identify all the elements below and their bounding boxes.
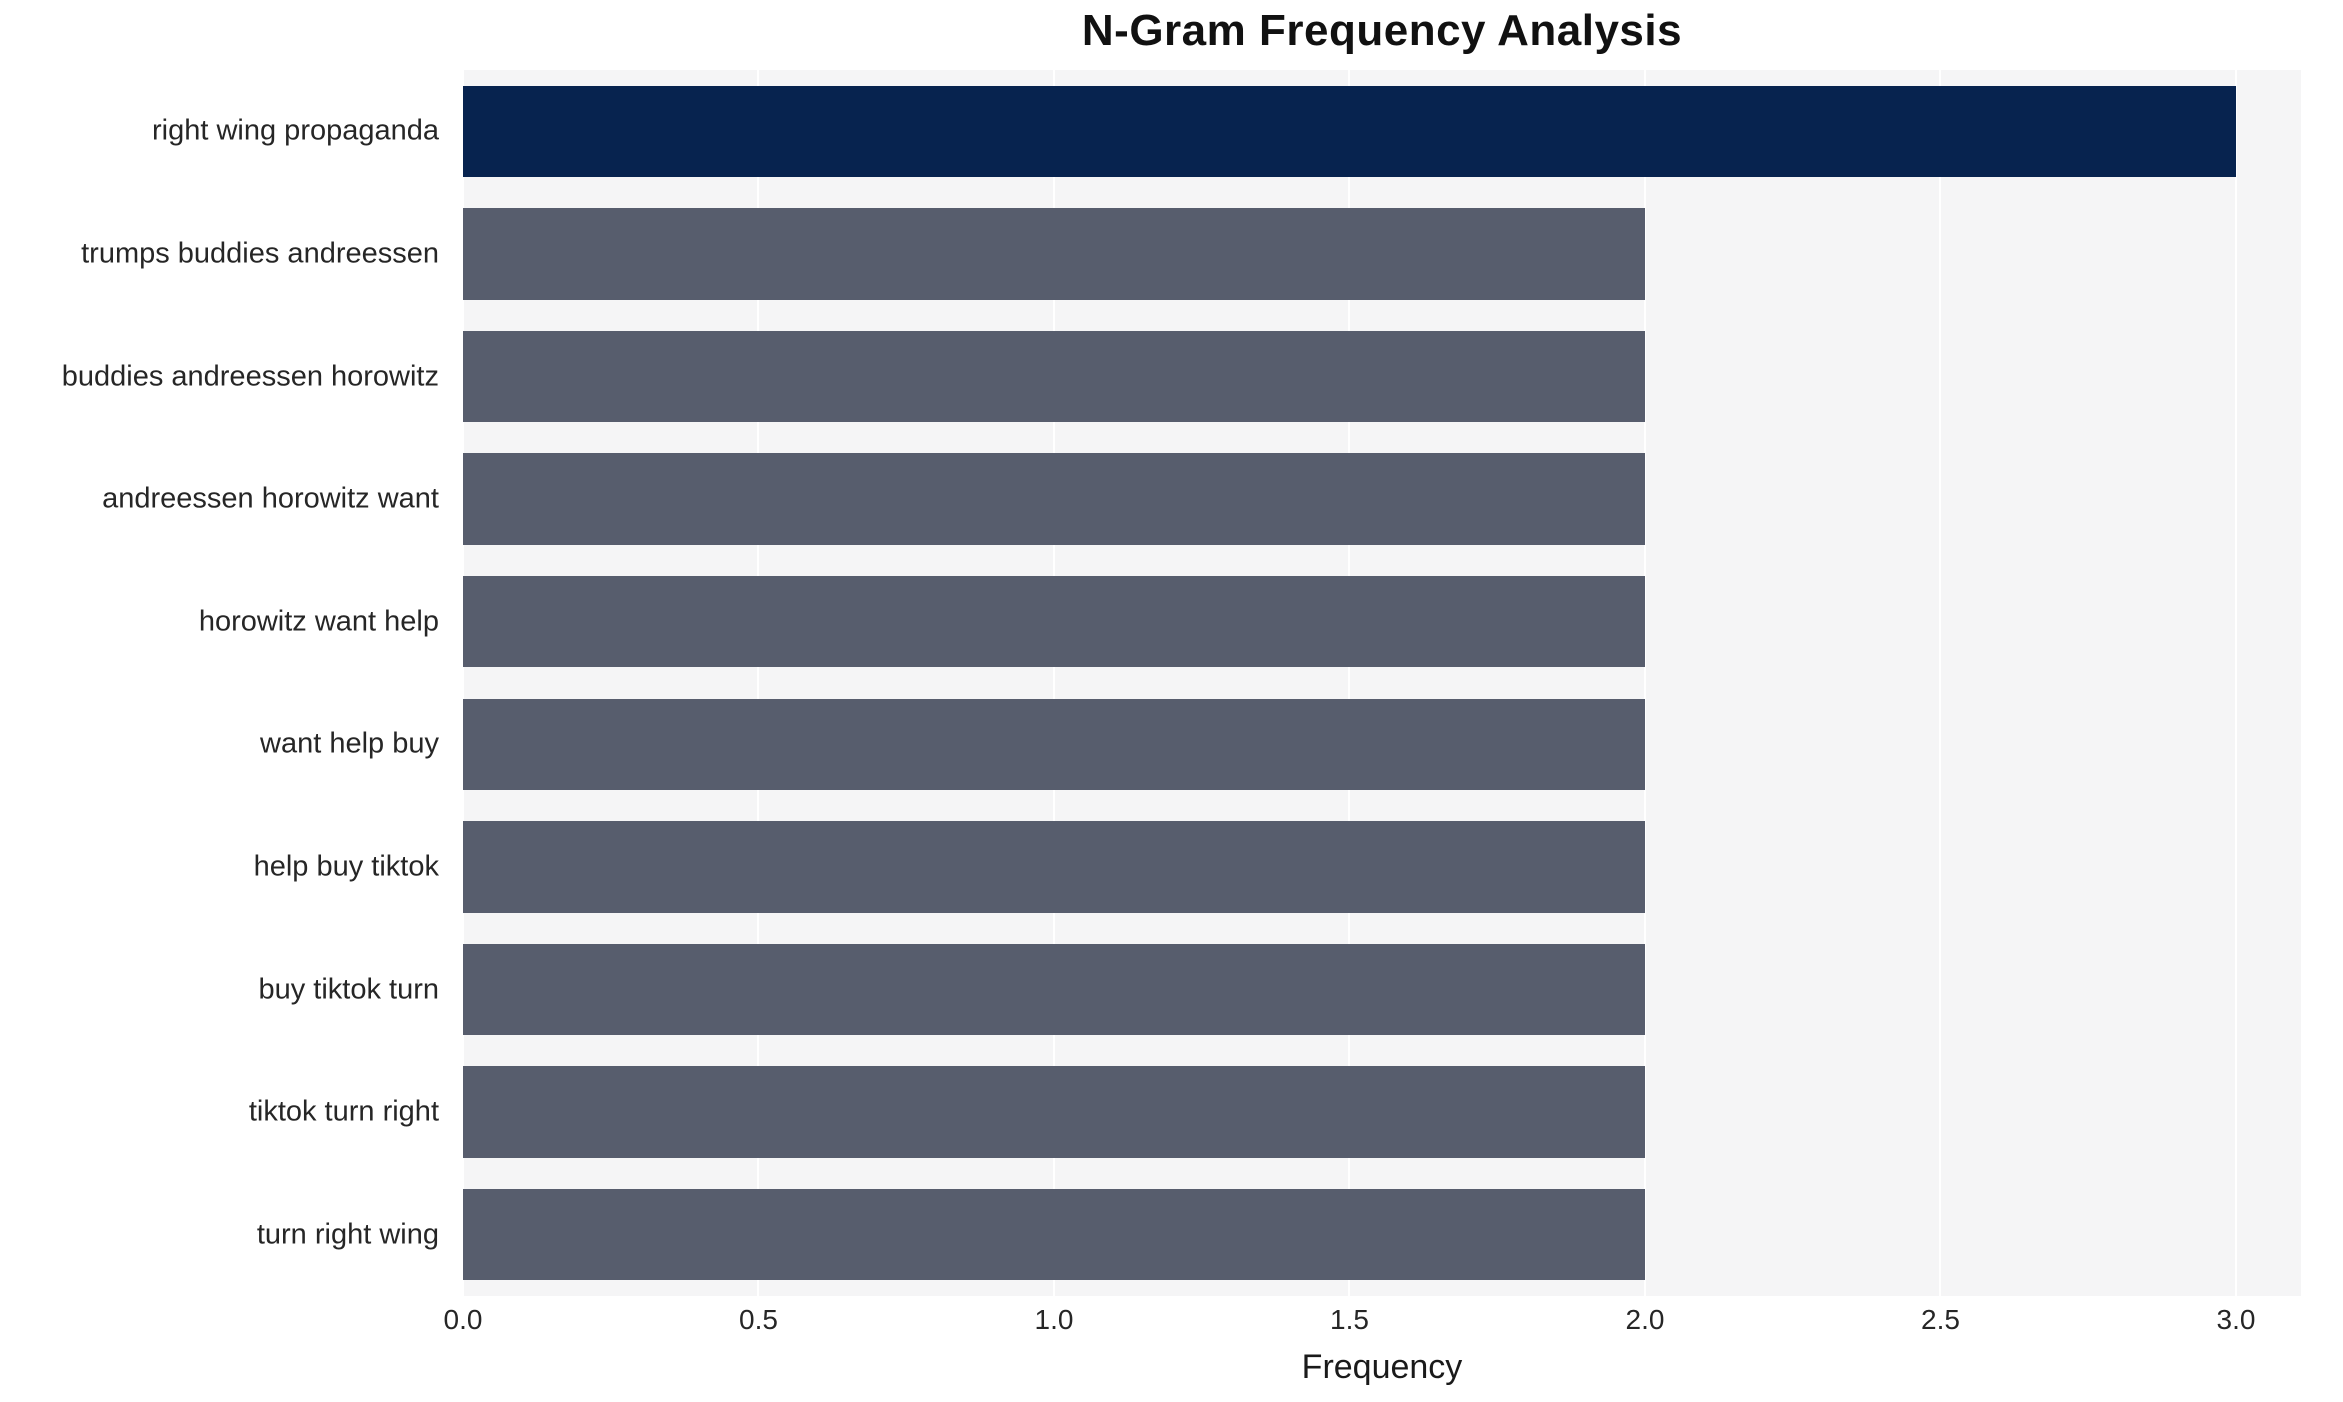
y-tick-label: andreessen horowitz want xyxy=(102,482,439,515)
gridline-x-2.5 xyxy=(1939,70,1942,1296)
y-tick-label: help buy tiktok xyxy=(253,850,439,883)
gridline-x-1.0 xyxy=(1052,70,1055,1296)
bar-tiktok-turn-right xyxy=(463,1066,1645,1158)
plot-area xyxy=(462,70,2301,1296)
y-tick-label: tiktok turn right xyxy=(248,1095,439,1128)
bar-turn-right-wing xyxy=(463,1189,1645,1281)
bar-buy-tiktok-turn xyxy=(463,943,1645,1036)
y-tick-label: want help buy xyxy=(260,727,439,760)
bar-horowitz-want-help xyxy=(463,576,1645,668)
x-tick-label: 2.5 xyxy=(1921,1304,1960,1335)
gridline-x-1.5 xyxy=(1348,70,1351,1296)
chart-title: N-Gram Frequency Analysis xyxy=(1081,6,1683,55)
gridline-x-2.0 xyxy=(1643,70,1646,1296)
x-tick-label: 2.0 xyxy=(1625,1304,1665,1335)
x-tick-label: 1.5 xyxy=(1330,1304,1369,1335)
y-tick-label: trumps buddies andreessen xyxy=(81,237,439,270)
bars-layer xyxy=(463,70,2301,1296)
y-tick-label: turn right wing xyxy=(256,1218,439,1251)
x-tick-label: 0.0 xyxy=(443,1304,483,1335)
bar-trumps-buddies-andreessen xyxy=(463,208,1645,300)
x-tick-label: 0.5 xyxy=(739,1304,778,1335)
bar-right-wing-propaganda xyxy=(463,85,2236,177)
y-axis-category-labels: right wing propaganda trumps buddies andr… xyxy=(0,70,451,1296)
y-tick-label: right wing propaganda xyxy=(152,114,439,147)
gridline-x-0.5 xyxy=(757,70,760,1296)
bar-help-buy-tiktok xyxy=(463,821,1645,913)
y-tick-label: buy tiktok turn xyxy=(258,973,439,1005)
bar-andreessen-horowitz-want xyxy=(463,453,1645,545)
gridline-x-0.0 xyxy=(462,70,464,1296)
x-tick-label: 3.0 xyxy=(2216,1304,2256,1335)
x-tick-label: 1.0 xyxy=(1034,1304,1074,1335)
gridline-x-3.0 xyxy=(2234,70,2237,1296)
y-tick-label: buddies andreessen horowitz xyxy=(61,360,439,392)
bar-want-help-buy xyxy=(463,698,1645,790)
bar-buddies-andreessen-horowitz xyxy=(463,330,1645,423)
y-tick-label: horowitz want help xyxy=(198,605,439,638)
x-axis-tick-labels: 0.0 0.5 1.0 1.5 2.0 2.5 3.0 xyxy=(444,1304,2301,1344)
x-axis-title: Frequency xyxy=(1301,1348,1463,1386)
